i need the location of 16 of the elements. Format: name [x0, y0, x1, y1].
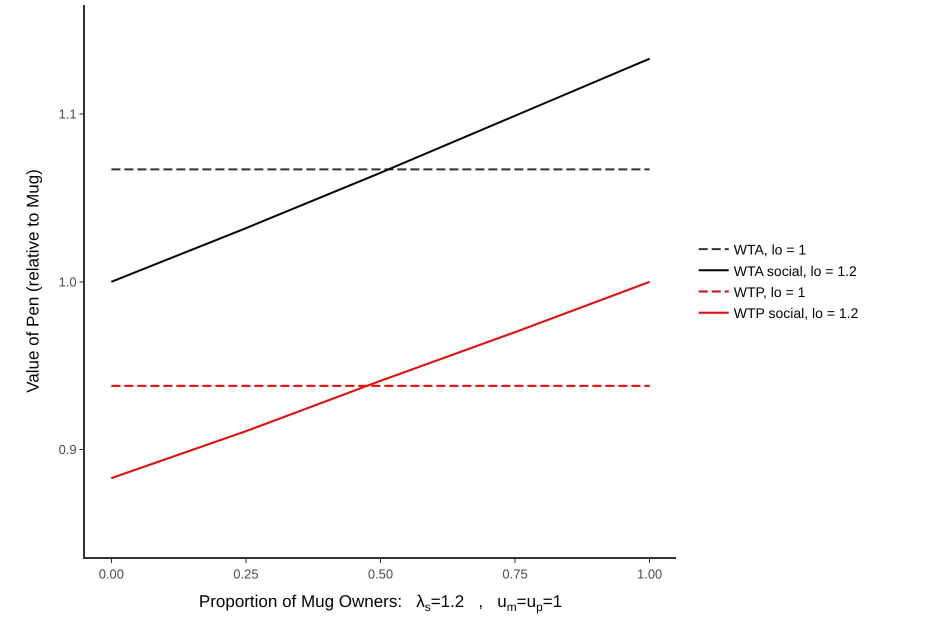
legend-label: WTA social, lo = 1.2: [734, 262, 858, 279]
line-series: [110, 280, 651, 480]
x-axis-title: Proportion of Mug Owners: λ$_{s}$=1.2 , u$_{m}$=u$_{p}$=1: [198, 592, 562, 614]
y-tick-label: 1.0: [58, 274, 77, 290]
x-tick-label: 1.00: [636, 566, 662, 582]
y-tick-label: 1.1: [58, 106, 77, 122]
y-tick-label: 0.9: [58, 442, 77, 458]
x-tick-label: 0.50: [368, 566, 394, 582]
x-tick-label: 0.25: [233, 566, 259, 582]
y-axis-title: Value of Pen (relative to Mug): [24, 169, 43, 393]
legend-label: WTA, lo = 1: [734, 242, 806, 258]
x-tick-label: 0.00: [98, 566, 124, 582]
line-series: [110, 58, 651, 283]
legend-label: WTP, lo = 1: [734, 284, 806, 300]
legend-label: WTP social, lo = 1.2: [734, 305, 859, 322]
x-tick-label: 0.75: [502, 566, 528, 582]
